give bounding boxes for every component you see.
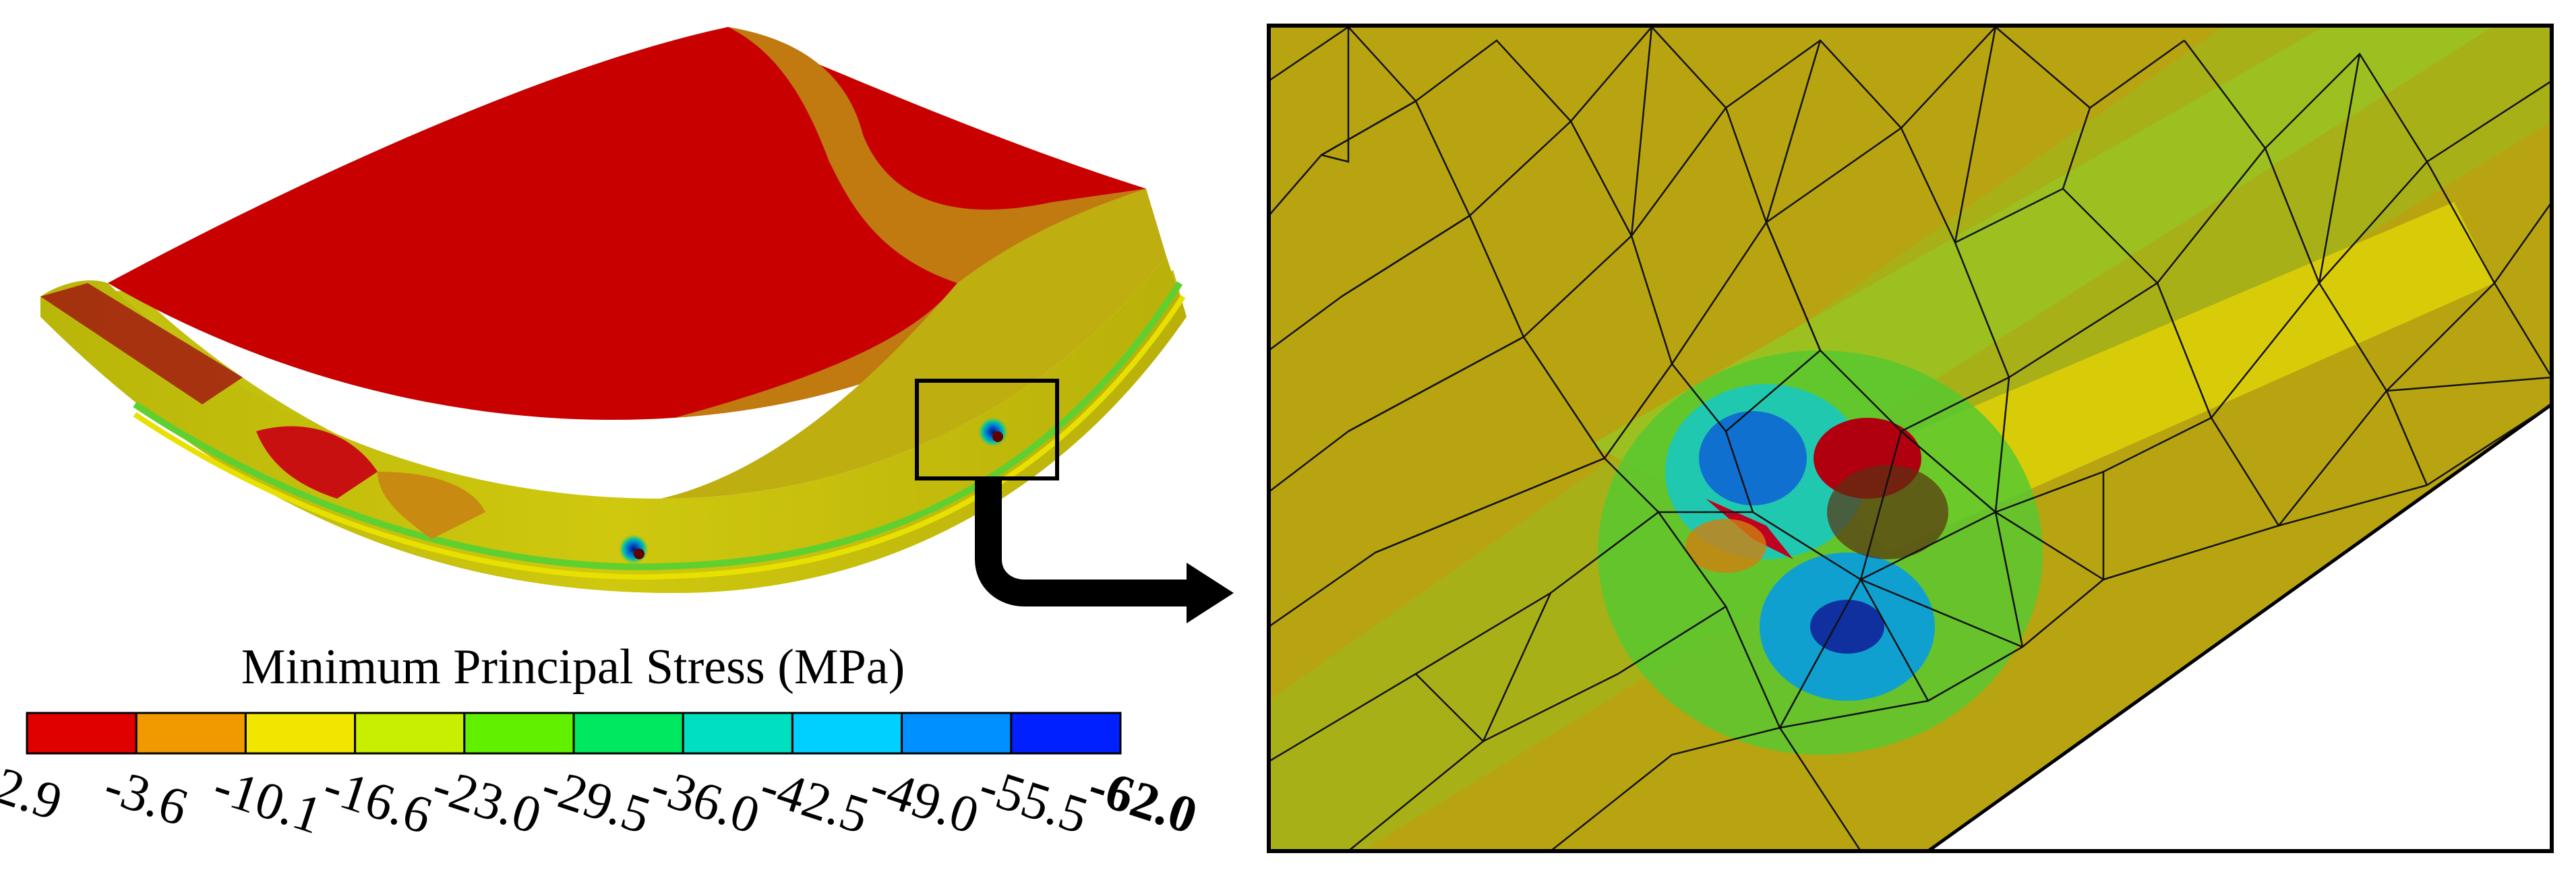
legend-swatch-1	[135, 712, 247, 755]
left-patch-orange	[378, 472, 485, 539]
legend-swatch-2	[244, 712, 357, 755]
inner-surface-orange	[674, 27, 1146, 418]
legend-swatch-0	[26, 712, 138, 755]
legend-title: Minimum Principal Stress (MPa)	[241, 639, 905, 695]
dark-zone	[1827, 465, 1948, 559]
left-patch-red	[256, 426, 378, 499]
edge-stripe-yellow	[133, 294, 1186, 580]
inner-surface-red	[108, 27, 1146, 420]
legend-swatch-4	[463, 712, 575, 755]
shell-face	[40, 256, 1187, 593]
legend-swatch-8	[901, 712, 1013, 755]
legend-swatch-7	[791, 712, 903, 755]
zoom-panel-frame	[1267, 24, 2554, 853]
orange-zone	[1685, 519, 1766, 573]
callout-arrow	[975, 478, 1187, 606]
legend-swatch-3	[354, 712, 466, 755]
deep-blue-core	[1810, 600, 1884, 654]
blue-zone-upper	[1699, 411, 1807, 505]
fe-model-overview	[40, 27, 1187, 593]
stress-hotspot-2	[619, 534, 649, 564]
zoomed-mesh-detail	[1269, 26, 2552, 851]
edge-stripe-green	[133, 281, 1183, 571]
legend-swatch-5	[572, 712, 684, 755]
inner-surface-yellow	[661, 189, 1166, 499]
callout-arrow-head	[1187, 563, 1234, 623]
mesh-edges	[1269, 26, 2552, 851]
legend-colorbar	[26, 712, 1122, 755]
stress-hotspot-1	[978, 417, 1008, 447]
left-rail-ridge	[40, 283, 243, 404]
legend-swatch-6	[682, 712, 793, 755]
stress-hotspot-1-core	[992, 431, 1003, 442]
stress-hotspot-2-core	[634, 549, 645, 559]
legend-swatch-9	[1010, 712, 1122, 755]
